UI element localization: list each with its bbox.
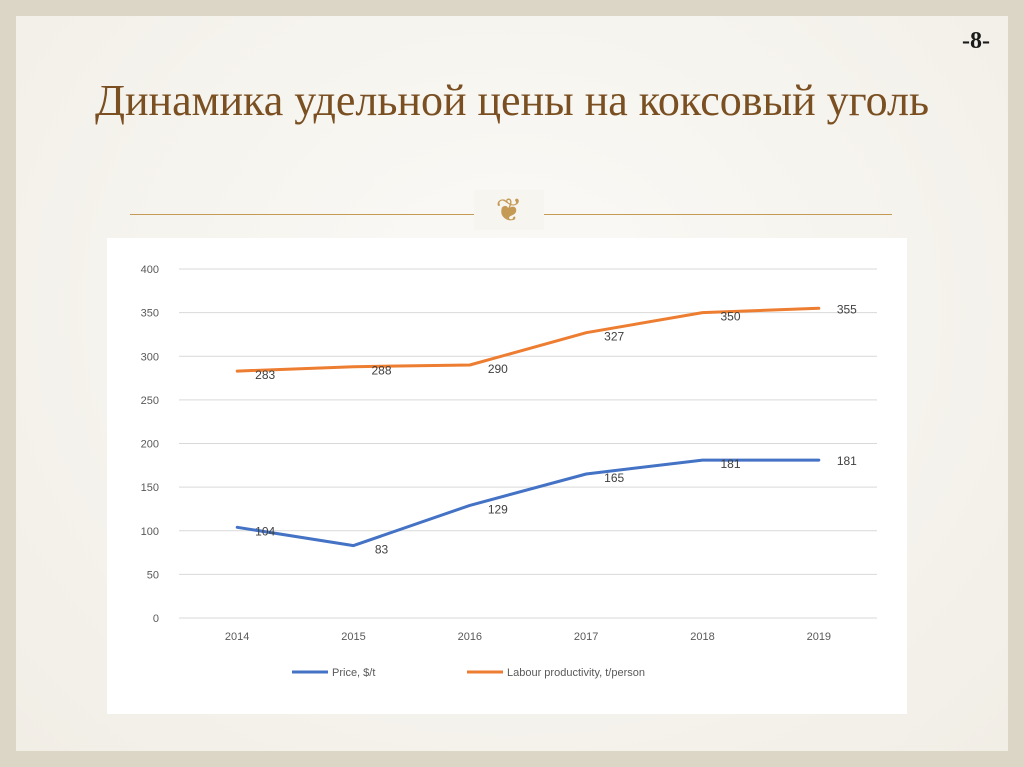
scroll-ornament-icon: ❦ [474, 190, 544, 230]
data-labels: 104 83 129 165 181 181 283 288 290 327 350 355 [255, 302, 857, 556]
y-axis-ticks: 0 50 100 150 200 250 300 350 400 [141, 264, 159, 625]
x-tick-label: 2014 [225, 631, 249, 643]
data-label: 283 [255, 368, 275, 382]
data-label: 350 [720, 310, 740, 324]
chart-container: 0 50 100 150 200 250 300 350 400 2014 2015 2016 201… [107, 238, 907, 714]
x-tick-label: 2018 [690, 631, 714, 643]
y-tick-label: 100 [141, 526, 159, 538]
y-tick-label: 300 [141, 351, 159, 363]
x-axis-ticks: 2014 2015 2016 2017 2018 2019 [225, 631, 831, 643]
y-tick-label: 150 [141, 482, 159, 494]
y-tick-label: 400 [141, 264, 159, 276]
data-label: 327 [604, 330, 624, 344]
series-line [235, 458, 821, 548]
page-number: -8- [962, 28, 990, 54]
data-label: 288 [371, 364, 391, 378]
series-lines [235, 306, 821, 548]
data-label: 129 [488, 502, 508, 516]
x-tick-label: 2019 [807, 631, 831, 643]
series-line [235, 306, 821, 373]
data-label: 165 [604, 471, 624, 485]
chart-legend: Price, $/t Labour productivity, t/person [292, 667, 645, 679]
legend-label: Price, $/t [332, 667, 375, 679]
x-tick-label: 2016 [458, 631, 482, 643]
data-label: 104 [255, 524, 275, 538]
data-label: 181 [837, 454, 857, 468]
data-label: 290 [488, 362, 508, 376]
y-tick-label: 350 [141, 308, 159, 320]
slide-title: Динамика удельной цены на коксовый уголь [94, 76, 930, 125]
y-tick-label: 0 [153, 613, 159, 625]
data-label: 355 [837, 302, 857, 316]
legend-label: Labour productivity, t/person [507, 667, 645, 679]
y-tick-label: 250 [141, 395, 159, 407]
gridlines [179, 268, 877, 619]
x-tick-label: 2017 [574, 631, 598, 643]
y-tick-label: 200 [141, 439, 159, 451]
data-label: 83 [375, 543, 389, 557]
x-tick-label: 2015 [341, 631, 365, 643]
y-tick-label: 50 [147, 569, 159, 581]
data-label: 181 [720, 457, 740, 471]
